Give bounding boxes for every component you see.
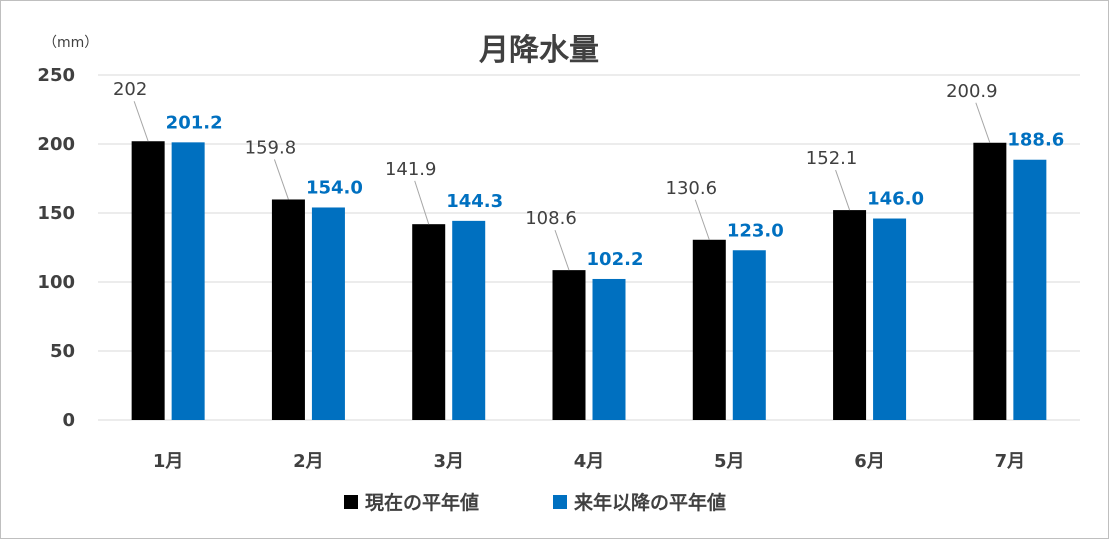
bar-new (452, 220, 486, 420)
y-tick-label: 50 (50, 341, 75, 362)
leader-line (554, 229, 570, 271)
y-tick-label: 250 (37, 65, 75, 86)
legend: 現在の平年値 来年以降の平年値 (344, 491, 726, 514)
legend-swatch-new (553, 495, 567, 509)
data-label-new: 144.3 (446, 191, 503, 212)
bar-current (552, 270, 586, 420)
bar-new (873, 218, 907, 420)
leader-line (694, 199, 710, 240)
bar-new (171, 142, 205, 420)
data-label-current: 108.6 (525, 208, 577, 229)
data-label-current: 202 (113, 79, 147, 100)
leader-line (273, 159, 289, 200)
bar-new (592, 278, 626, 420)
leader-line (133, 101, 149, 142)
y-tick-label: 150 (37, 203, 75, 224)
bar-current (271, 199, 305, 420)
legend-label-current: 現在の平年値 (365, 491, 479, 514)
data-label-current: 130.6 (666, 178, 718, 199)
x-category-label: 5月 (714, 451, 745, 472)
data-label-new: 201.2 (166, 112, 223, 133)
x-category-label: 4月 (574, 451, 605, 472)
data-label-new: 188.6 (1007, 130, 1064, 151)
data-labels: 202 201.2 159.8 154.0 141.9 144.3 108.6 102.2 13… (113, 79, 1064, 270)
x-axis-categories: 1月 2月 3月 4月 5月 6月 7月 (153, 451, 1025, 472)
bar-new (732, 250, 766, 420)
y-tick-label: 0 (62, 410, 75, 431)
chart-title: 月降水量 (479, 33, 599, 68)
bars (131, 141, 1047, 421)
data-label-current: 200.9 (946, 81, 998, 102)
x-category-label: 6月 (854, 451, 885, 472)
x-category-label: 1月 (153, 451, 184, 472)
y-axis-ticks: 0 50 100 150 200 250 (37, 65, 75, 431)
bar-new (1013, 159, 1047, 420)
data-label-new: 102.2 (587, 249, 644, 270)
legend-swatch-current (344, 495, 358, 509)
bar-current (692, 239, 726, 420)
leader-line (975, 102, 991, 143)
bar-current (131, 141, 165, 421)
data-label-current: 141.9 (385, 159, 437, 180)
x-category-label: 2月 (293, 451, 324, 472)
x-category-label: 7月 (995, 451, 1026, 472)
bar-current (973, 142, 1007, 420)
data-label-current: 152.1 (806, 148, 858, 169)
y-tick-label: 100 (37, 272, 75, 293)
leader-line (835, 169, 851, 211)
bar-current (412, 224, 446, 420)
data-label-new: 154.0 (306, 177, 363, 198)
x-category-label: 3月 (433, 451, 464, 472)
bar-current (833, 210, 867, 420)
leader-line (414, 180, 430, 225)
y-axis-unit-label: （mm） (43, 35, 98, 51)
data-label-current: 159.8 (245, 137, 297, 158)
data-label-new: 146.0 (867, 189, 924, 210)
leader-lines (133, 101, 991, 271)
y-tick-label: 200 (37, 134, 75, 155)
gridlines (98, 74, 1080, 421)
legend-label-new: 来年以降の平年値 (574, 491, 726, 514)
data-label-new: 123.0 (727, 220, 784, 241)
bar-new (311, 207, 345, 420)
